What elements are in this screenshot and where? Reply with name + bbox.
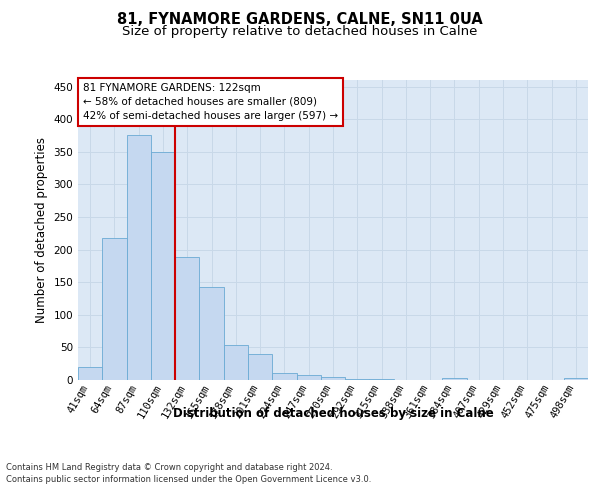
Text: Contains public sector information licensed under the Open Government Licence v3: Contains public sector information licen… xyxy=(6,475,371,484)
Bar xyxy=(321,378,345,380)
Y-axis label: Number of detached properties: Number of detached properties xyxy=(35,137,48,323)
Bar xyxy=(175,258,199,380)
Bar xyxy=(102,238,127,380)
Bar xyxy=(564,378,588,380)
Bar xyxy=(442,378,467,380)
Text: Distribution of detached houses by size in Calne: Distribution of detached houses by size … xyxy=(173,408,493,420)
Bar xyxy=(272,374,296,380)
Bar xyxy=(296,376,321,380)
Bar xyxy=(151,152,175,380)
Bar xyxy=(127,136,151,380)
Text: 81, FYNAMORE GARDENS, CALNE, SN11 0UA: 81, FYNAMORE GARDENS, CALNE, SN11 0UA xyxy=(117,12,483,28)
Bar xyxy=(78,367,102,380)
Text: 81 FYNAMORE GARDENS: 122sqm
← 58% of detached houses are smaller (809)
42% of se: 81 FYNAMORE GARDENS: 122sqm ← 58% of det… xyxy=(83,83,338,121)
Bar xyxy=(224,346,248,380)
Bar xyxy=(199,288,224,380)
Bar xyxy=(248,354,272,380)
Text: Contains HM Land Registry data © Crown copyright and database right 2024.: Contains HM Land Registry data © Crown c… xyxy=(6,462,332,471)
Text: Size of property relative to detached houses in Calne: Size of property relative to detached ho… xyxy=(122,25,478,38)
